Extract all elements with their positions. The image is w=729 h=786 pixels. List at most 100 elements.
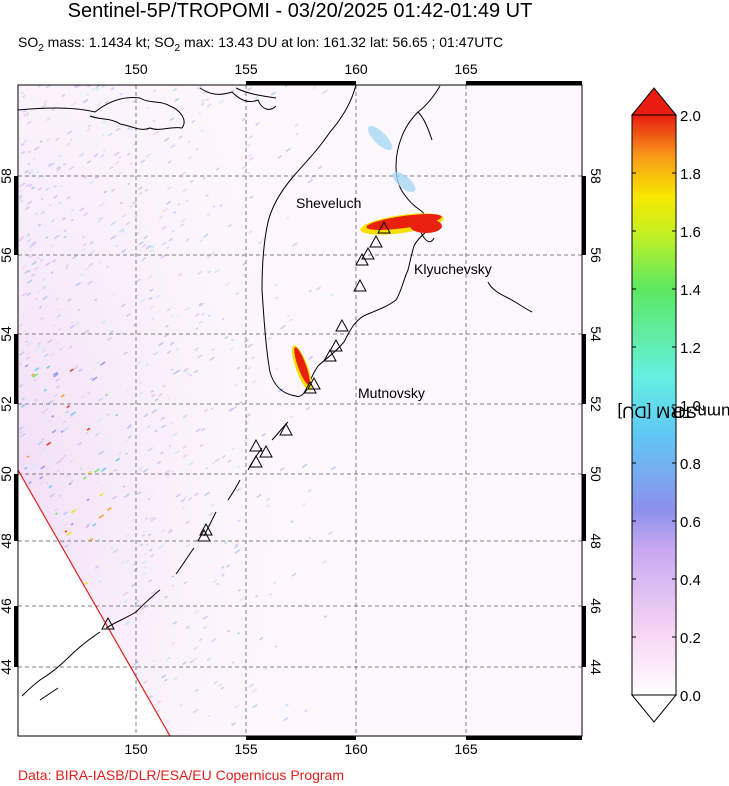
so2-speckle: [182, 188, 188, 193]
so2-speckle: [175, 493, 181, 498]
so2-speckle: [212, 205, 216, 208]
so2-speckle: [27, 254, 32, 258]
so2-speckle: [75, 281, 82, 287]
so2-speckle: [86, 427, 91, 431]
so2-speckle: [136, 360, 142, 366]
so2-speckle: [273, 581, 277, 585]
so2-speckle: [93, 153, 99, 158]
so2-speckle: [156, 131, 159, 134]
so2-speckle: [172, 676, 178, 682]
so2-speckle: [87, 470, 92, 475]
lat-tick-label: 46: [588, 598, 604, 614]
so2-speckle: [147, 446, 154, 452]
so2-speckle: [139, 191, 143, 195]
so2-speckle: [28, 481, 32, 485]
so2-speckle: [39, 476, 44, 480]
so2-speckle: [235, 291, 240, 296]
so2-speckle: [215, 167, 220, 171]
so2-speckle: [81, 394, 86, 399]
so2-speckle: [126, 388, 130, 392]
label-mutnovsky: Mutnovsky: [358, 385, 425, 401]
so2-speckle: [129, 162, 133, 166]
so2-speckle: [54, 394, 58, 398]
so2-speckle: [154, 429, 158, 433]
so2-speckle: [203, 408, 209, 413]
lat-tick-label: 58: [588, 168, 604, 184]
so2-speckle: [87, 124, 92, 128]
so2-speckle: [42, 278, 46, 282]
lon-tick-label: 160: [344, 741, 368, 757]
so2-speckle: [70, 509, 77, 514]
so2-speckle: [145, 363, 149, 367]
so2-speckle: [122, 591, 129, 597]
so2-speckle: [95, 481, 99, 484]
so2-speckle: [46, 365, 51, 369]
so2-speckle: [220, 565, 225, 570]
lat-tick-label: 46: [0, 598, 14, 614]
so2-speckle: [21, 264, 27, 270]
so2-speckle: [68, 459, 74, 464]
so2-speckle: [63, 427, 69, 432]
so2-speckle: [234, 545, 239, 549]
so2-speckle: [231, 722, 236, 727]
so2-speckle: [247, 343, 253, 348]
lon-tick-label: 165: [454, 61, 478, 77]
so2-speckle: [47, 339, 53, 344]
so2-speckle: [145, 517, 148, 520]
volcano-triangle: [355, 252, 369, 266]
so2-speckle: [307, 178, 313, 184]
so2-speckle: [45, 236, 49, 240]
so2-speckle: [66, 196, 71, 200]
so2-speckle: [195, 147, 199, 151]
so2-speckle: [136, 293, 140, 297]
lat-tick-label: 50: [0, 466, 14, 482]
so2-speckle: [162, 207, 169, 213]
so2-speckle: [237, 518, 242, 523]
so2-speckle: [96, 418, 102, 423]
so2-speckle: [279, 467, 286, 472]
so2-speckle: [52, 194, 58, 200]
so2-speckle: [24, 269, 30, 274]
so2-speckle: [265, 503, 271, 508]
so2-speckle: [201, 427, 206, 432]
so2-speckle: [53, 184, 58, 189]
so2-speckle: [167, 529, 173, 534]
so2-speckle: [132, 323, 137, 327]
so2-speckle: [149, 548, 153, 552]
so2-speckle: [262, 238, 266, 242]
lat-tick-label: 58: [0, 168, 14, 184]
lat-edge-bars: [14, 176, 586, 667]
so2-speckle: [75, 364, 79, 368]
so2-speckle: [194, 347, 200, 352]
so2-speckle: [199, 239, 204, 243]
so2-speckle: [89, 241, 94, 245]
so2-speckle: [53, 373, 59, 378]
so2-speckle: [68, 165, 75, 171]
so2-speckle: [290, 520, 294, 524]
so2-speckle: [87, 391, 91, 395]
so2-speckle: [98, 514, 105, 519]
page-title: Sentinel-5P/TROPOMI - 03/20/2025 01:42-0…: [67, 0, 533, 22]
so2-speckle: [36, 289, 41, 294]
so2-speckle: [82, 211, 89, 217]
so2-speckle: [229, 347, 234, 352]
so2-speckle: [22, 433, 26, 436]
so2-speckle: [164, 469, 171, 475]
so2-speckle: [211, 461, 215, 465]
so2-speckle: [43, 388, 47, 392]
so2-speckle: [70, 479, 74, 483]
lat-tick-label: 44: [588, 659, 604, 675]
so2-speckle: [156, 709, 160, 713]
so2-speckle: [188, 462, 194, 467]
so2-speckle: [117, 451, 123, 456]
so2-speckle: [168, 237, 174, 242]
so2-speckle: [221, 573, 225, 577]
so2-speckle: [44, 261, 51, 267]
so2-speckle: [148, 695, 153, 699]
so2-speckle: [183, 367, 189, 373]
so2-speckle: [19, 182, 26, 188]
so2-speckle: [224, 335, 229, 340]
so2-speckle: [114, 160, 120, 166]
so2-speckle: [58, 494, 62, 498]
so2-speckle: [231, 89, 235, 92]
